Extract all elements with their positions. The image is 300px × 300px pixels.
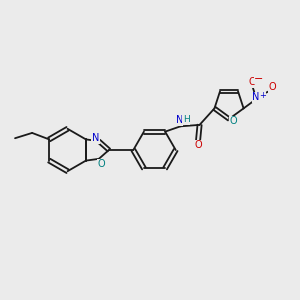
- Text: N: N: [252, 92, 260, 102]
- Text: N: N: [176, 116, 183, 125]
- Text: O: O: [249, 77, 256, 87]
- Text: O: O: [268, 82, 276, 92]
- Text: +: +: [259, 91, 266, 100]
- Text: O: O: [98, 159, 105, 169]
- Text: N: N: [92, 133, 99, 143]
- Text: O: O: [229, 116, 237, 126]
- Text: −: −: [254, 74, 264, 84]
- Text: O: O: [194, 140, 202, 150]
- Text: H: H: [183, 116, 190, 124]
